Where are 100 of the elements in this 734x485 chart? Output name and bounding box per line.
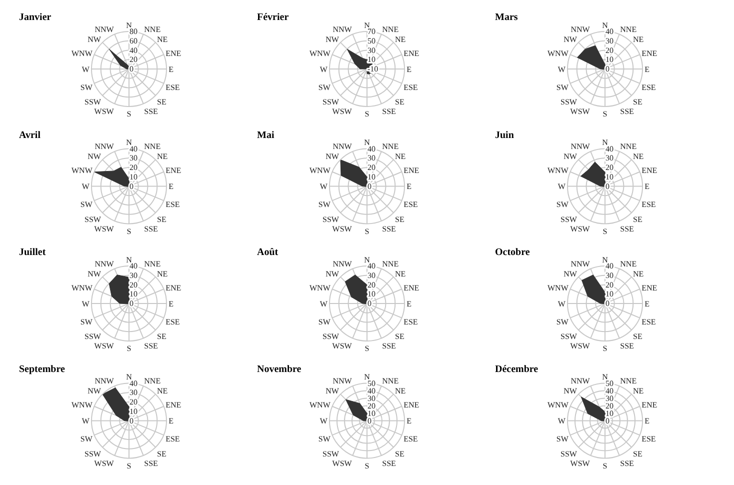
spoke-label: WNW (72, 283, 93, 292)
y-tick-label: 20 (368, 163, 376, 172)
spoke-label: ESE (166, 317, 180, 326)
chart-title: Novembre (257, 364, 302, 375)
y-tick-label: 40 (606, 27, 614, 36)
spoke-label: NW (88, 152, 102, 162)
spoke-label: NE (633, 269, 644, 278)
chart-title: Avril (19, 130, 41, 141)
spoke-label: SSE (144, 342, 158, 351)
y-tick-label: 30 (130, 388, 138, 398)
spoke-label: NNE (144, 259, 161, 268)
y-tick-label: 70 (368, 27, 376, 36)
spoke-label: N (126, 20, 132, 30)
spoke-label: SSW (560, 449, 578, 458)
spoke-label: WSW (332, 107, 352, 116)
spoke-label: NNW (332, 24, 352, 34)
y-tick-label: 50 (368, 378, 376, 388)
y-tick-label: 40 (368, 386, 376, 396)
spoke-label: SW (80, 82, 93, 92)
spoke-label: W (82, 64, 90, 74)
y-tick-label: 50 (368, 36, 376, 46)
spoke-label: WSW (94, 224, 114, 234)
chart-title: Septembre (19, 364, 66, 375)
spoke-label: N (126, 372, 132, 382)
y-tick-label: 40 (368, 262, 376, 271)
spoke-label: WSW (332, 342, 352, 351)
spoke-label: SW (556, 200, 569, 210)
spoke-label: SE (633, 449, 642, 458)
spoke-label: ENE (166, 283, 182, 292)
spoke-label: SSW (322, 332, 340, 342)
spoke-label: ESE (642, 434, 656, 444)
y-tick-label: 0 (130, 416, 134, 426)
y-tick-label: 30 (368, 394, 376, 403)
spoke-label: N (602, 138, 608, 147)
y-tick-label: 40 (130, 144, 138, 154)
spoke-label: SSE (382, 224, 396, 234)
y-tick-label: 30 (368, 46, 376, 55)
spoke-label: NW (88, 386, 102, 396)
chart-title: Décembre (495, 364, 539, 375)
spoke-label: S (602, 226, 608, 236)
y-tick-label: 0 (130, 299, 134, 308)
spoke-label: NNW (94, 24, 114, 34)
spoke-label: NNW (332, 376, 352, 386)
spoke-label: SSE (382, 107, 396, 116)
spoke-label: WNW (72, 48, 93, 58)
spoke-label: WNW (310, 283, 331, 292)
spoke-label: SSE (144, 458, 158, 468)
spoke-label: S (364, 344, 370, 354)
spoke-label: E (644, 416, 650, 426)
spoke-label: ENE (404, 400, 420, 410)
y-tick-label: 40 (606, 144, 614, 154)
spoke-label: E (168, 182, 174, 192)
spoke-label: NE (395, 386, 406, 396)
y-tick-label: 10 (130, 406, 138, 416)
spoke-label: NE (395, 269, 406, 278)
y-tick-label: 20 (606, 280, 614, 290)
spoke-label: N (364, 20, 370, 30)
spoke-label: SE (633, 332, 642, 342)
spoke-label: NNE (382, 142, 399, 152)
spoke-label: SW (80, 434, 93, 444)
spoke-label: ESE (642, 317, 656, 326)
y-tick-label: 10 (368, 55, 376, 64)
spoke-label: NNW (94, 259, 114, 268)
spoke-label: NNW (570, 259, 590, 268)
spoke-label: ESE (166, 200, 180, 210)
spoke-label: SW (556, 317, 569, 326)
spoke-label: SE (395, 98, 404, 107)
y-tick-label: 20 (368, 280, 376, 290)
y-tick-label: 0 (130, 182, 134, 191)
spoke-label: E (406, 64, 412, 74)
spoke-label: SSW (322, 449, 340, 458)
spoke-label: ENE (166, 400, 182, 410)
spoke-label: WNW (548, 166, 569, 176)
spoke-label: WSW (570, 107, 590, 116)
spoke-label: E (644, 64, 650, 74)
spoke-label: ENE (642, 166, 658, 176)
spoke-label: SSE (620, 458, 634, 468)
y-tick-label: 20 (368, 401, 376, 410)
spoke-label: NE (157, 152, 168, 162)
spoke-label: NE (633, 386, 644, 396)
spoke-label: W (558, 64, 566, 74)
spoke-label: ESE (404, 82, 418, 92)
y-tick-label: 20 (606, 46, 614, 55)
y-tick-label: 10 (606, 172, 614, 182)
spoke-label: ESE (642, 82, 656, 92)
chart-title: Mars (495, 12, 518, 23)
spoke-label: NNE (382, 259, 399, 268)
spoke-label: SSW (560, 214, 578, 224)
spoke-label: NNW (570, 376, 590, 386)
spoke-label: WNW (310, 48, 331, 58)
spoke-label: NNE (144, 24, 161, 34)
spoke-label: W (558, 299, 566, 308)
spoke-label: SW (556, 434, 569, 444)
spoke-label: NNE (620, 376, 637, 386)
spoke-label: N (364, 372, 370, 382)
spoke-label: W (82, 182, 90, 192)
spoke-label: WSW (570, 224, 590, 234)
chart-title: Janvier (19, 12, 52, 23)
spoke-label: ENE (166, 166, 182, 176)
y-tick-label: 10 (606, 408, 614, 418)
